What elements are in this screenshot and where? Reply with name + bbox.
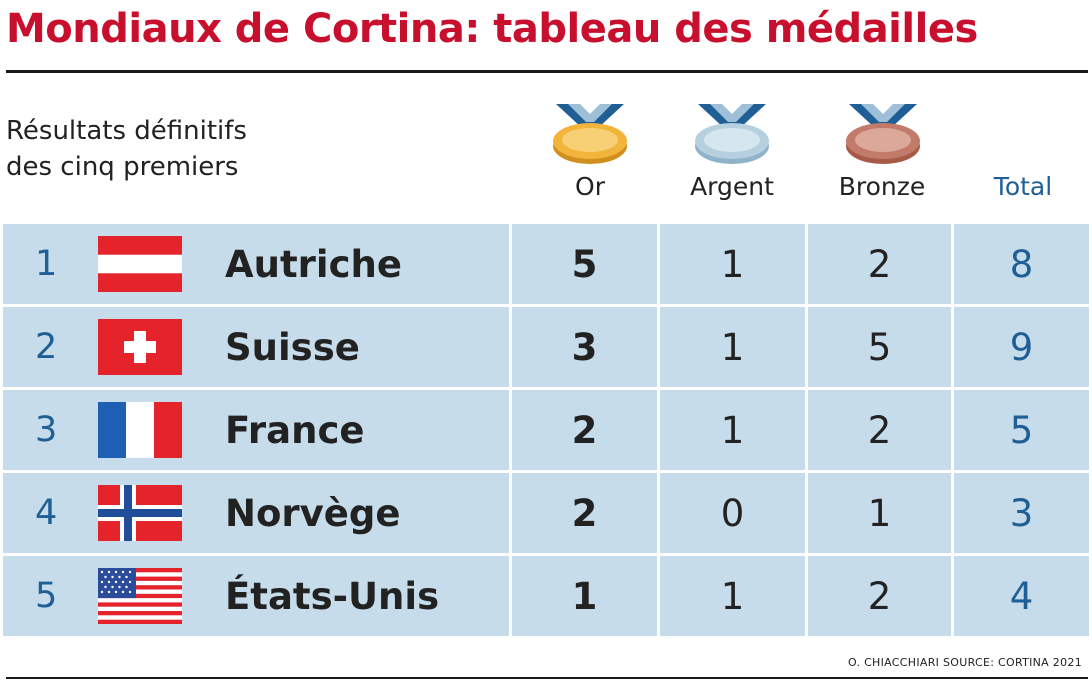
silver-count: 1	[720, 408, 745, 452]
country-cell: 2 Suisse	[3, 307, 509, 387]
total-cell: 4	[954, 556, 1089, 636]
source-credit: O. CHIACCHIARI SOURCE: CORTINA 2021	[847, 656, 1082, 669]
rank: 4	[35, 493, 58, 533]
gold-cell: 2	[512, 473, 657, 553]
total-count: 9	[1009, 325, 1034, 369]
country-cell: 5 États-Unis	[3, 556, 509, 636]
bronze-cell: 5	[808, 307, 951, 387]
chart-title: Mondiaux de Cortina: tableau des médaill…	[6, 6, 978, 52]
bronze-cell: 2	[808, 390, 951, 470]
total-cell: 8	[954, 224, 1089, 304]
country-name: Suisse	[225, 325, 360, 369]
austria-flag-icon	[98, 236, 182, 292]
table-row: 4 Norvège 2 0 1 3	[3, 473, 1089, 553]
total-count: 3	[1009, 491, 1034, 535]
bronze-cell: 2	[808, 224, 951, 304]
column-header-gold: Or	[575, 172, 605, 201]
table-row: 3 France 2 1 2 5	[3, 390, 1089, 470]
bronze-count: 2	[867, 408, 892, 452]
column-header-bronze: Bronze	[838, 172, 926, 201]
silver-cell: 0	[660, 473, 805, 553]
silver-cell: 1	[660, 556, 805, 636]
norway-flag-icon	[98, 485, 182, 541]
top-divider	[6, 70, 1088, 73]
silver-count: 0	[720, 491, 745, 535]
country-cell: 4 Norvège	[3, 473, 509, 553]
table-row: 1 Autriche 5 1 2 8	[3, 224, 1089, 304]
total-cell: 9	[954, 307, 1089, 387]
gold-count: 1	[571, 574, 598, 618]
gold-cell: 1	[512, 556, 657, 636]
bronze-count: 2	[867, 574, 892, 618]
france-flag-icon	[98, 402, 182, 458]
total-count: 5	[1009, 408, 1034, 452]
bronze-count: 1	[867, 491, 892, 535]
rank: 5	[35, 576, 58, 616]
gold-cell: 5	[512, 224, 657, 304]
column-header-silver: Argent	[690, 172, 774, 201]
bronze-cell: 1	[808, 473, 951, 553]
total-count: 8	[1009, 242, 1034, 286]
rank: 2	[35, 327, 58, 367]
switzerland-flag-icon	[98, 319, 182, 375]
gold-cell: 3	[512, 307, 657, 387]
table-row: 5 États-Unis 1	[3, 556, 1089, 636]
bottom-divider	[6, 677, 1088, 679]
gold-cell: 2	[512, 390, 657, 470]
silver-count: 1	[720, 325, 745, 369]
country-name: États-Unis	[225, 574, 440, 618]
total-cell: 3	[954, 473, 1089, 553]
country-name: Autriche	[225, 242, 402, 286]
subtitle-line-2: des cinq premiers	[6, 152, 239, 182]
silver-medal-icon	[695, 104, 769, 164]
gold-count: 2	[571, 408, 598, 452]
bronze-count: 2	[867, 242, 892, 286]
usa-flag-icon	[98, 568, 182, 624]
bronze-medal-icon	[846, 104, 920, 164]
table-row: 2 Suisse 3 1 5 9	[3, 307, 1089, 387]
bronze-count: 5	[867, 325, 892, 369]
country-cell: 3 France	[3, 390, 509, 470]
silver-cell: 1	[660, 224, 805, 304]
silver-cell: 1	[660, 307, 805, 387]
chart-subtitle: Résultats définitifs des cinq premiers	[6, 113, 247, 185]
gold-count: 5	[571, 242, 598, 286]
gold-count: 2	[571, 491, 598, 535]
silver-count: 1	[720, 574, 745, 618]
country-name: France	[225, 408, 365, 452]
country-name: Norvège	[225, 491, 401, 535]
country-cell: 1 Autriche	[3, 224, 509, 304]
gold-medal-icon	[553, 104, 627, 164]
subtitle-line-1: Résultats définitifs	[6, 116, 247, 146]
gold-count: 3	[571, 325, 598, 369]
bronze-cell: 2	[808, 556, 951, 636]
medal-table: 1 Autriche 5 1 2 8 2 Suisse 3 1 5 9	[3, 224, 1089, 639]
silver-cell: 1	[660, 390, 805, 470]
rank: 1	[35, 244, 58, 284]
total-count: 4	[1009, 574, 1034, 618]
column-header-total: Total	[993, 172, 1053, 201]
rank: 3	[35, 410, 58, 450]
total-cell: 5	[954, 390, 1089, 470]
silver-count: 1	[720, 242, 745, 286]
